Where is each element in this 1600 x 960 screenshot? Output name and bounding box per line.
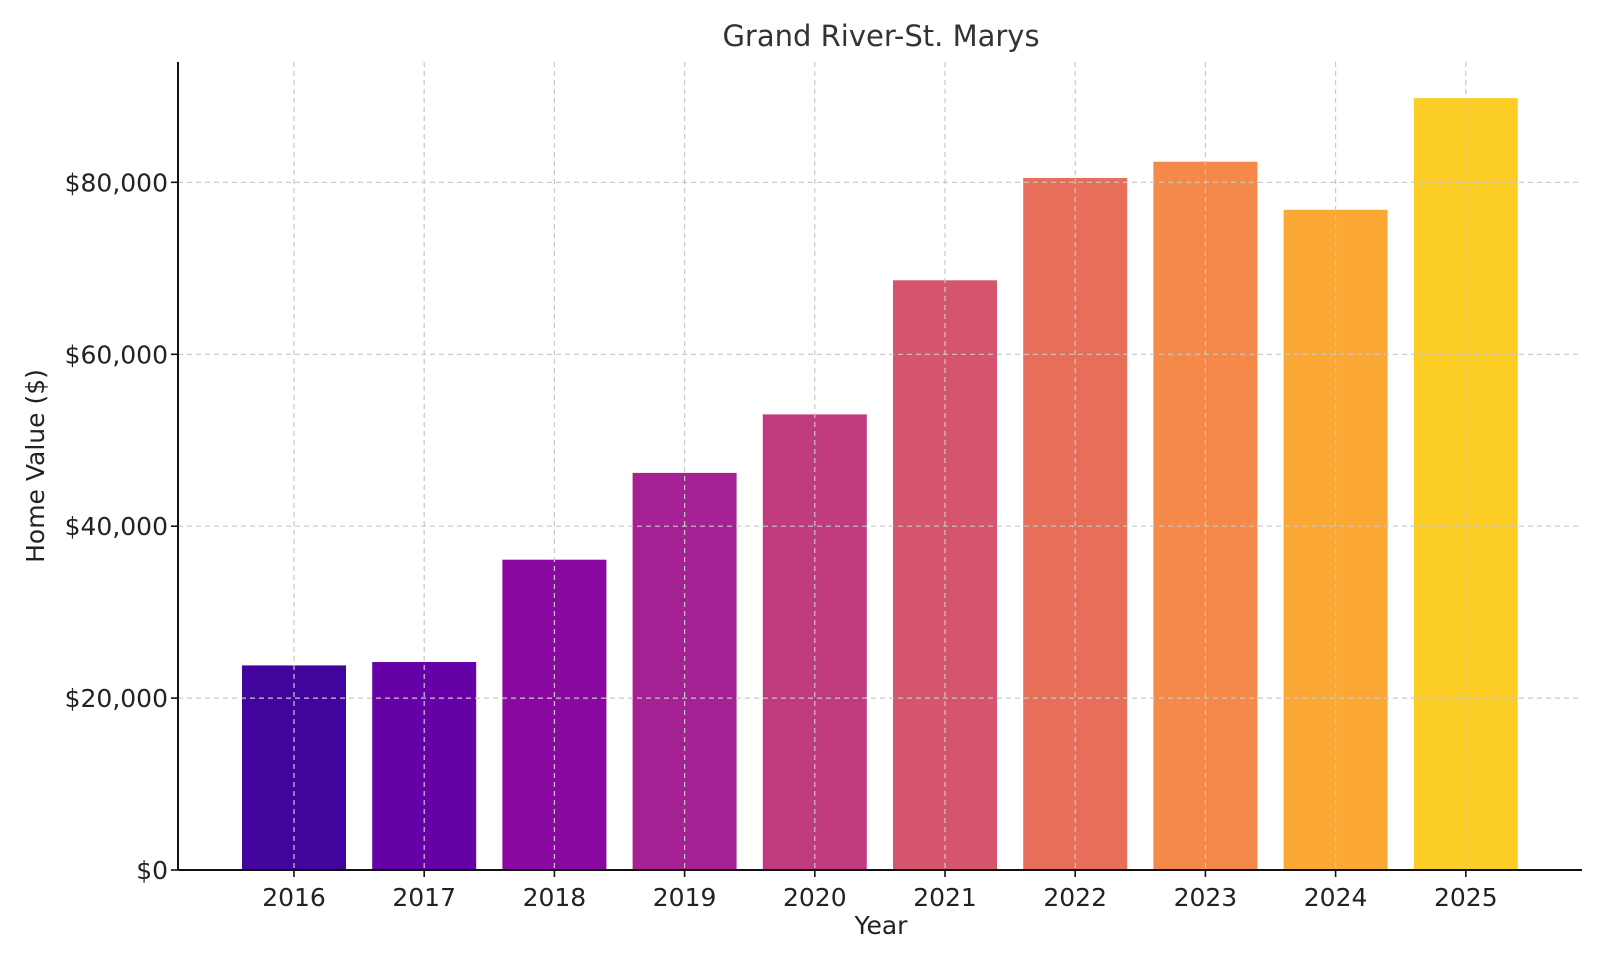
y-axis-label: Home Value ($) <box>21 369 50 563</box>
x-tick-label: 2022 <box>1043 883 1107 912</box>
tick-labels: $0 $20,000 $40,000 $60,000 $80,000 2016 2017 20… <box>65 168 1498 912</box>
x-tick-label: 2017 <box>392 883 456 912</box>
x-tick-label: 2025 <box>1434 883 1498 912</box>
x-tick-label: 2023 <box>1174 883 1238 912</box>
x-tick-label: 2021 <box>913 883 977 912</box>
x-tick-label: 2019 <box>653 883 717 912</box>
y-tick-label: $20,000 <box>65 684 168 713</box>
y-tick-label: $60,000 <box>65 340 168 369</box>
y-tick-label: $0 <box>136 856 168 885</box>
bars <box>242 98 1518 871</box>
x-tick-label: 2020 <box>783 883 847 912</box>
x-tick-label: 2018 <box>523 883 587 912</box>
x-axis-label: Year <box>854 911 909 940</box>
y-tick-label: $80,000 <box>65 168 168 197</box>
x-tick-label: 2016 <box>262 883 326 912</box>
x-tick-label: 2024 <box>1304 883 1368 912</box>
chart-title: Grand River-St. Marys <box>722 19 1039 53</box>
y-tick-label: $40,000 <box>65 512 168 541</box>
axes <box>171 62 1582 877</box>
gridlines <box>178 62 1582 870</box>
bar-2025 <box>1413 98 1518 871</box>
